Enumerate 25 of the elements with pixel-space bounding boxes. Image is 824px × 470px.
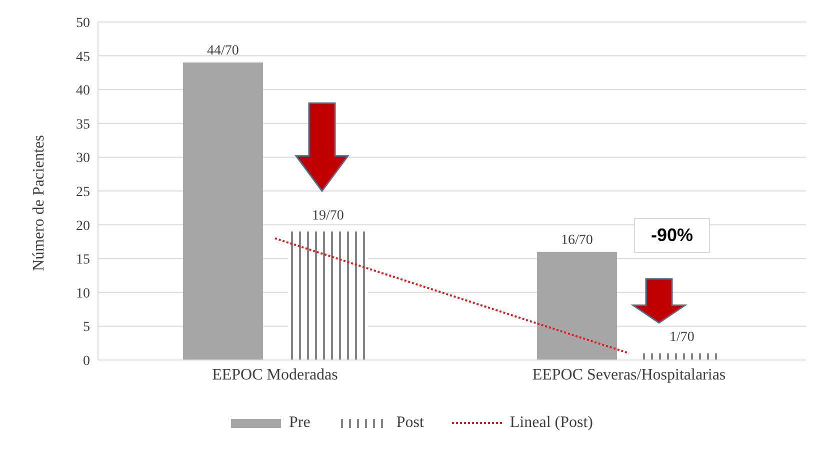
y-tick-label: 25 bbox=[76, 184, 90, 200]
y-tick-label: 10 bbox=[76, 286, 90, 302]
y-tick-label: 20 bbox=[76, 218, 90, 234]
bar bbox=[288, 232, 368, 360]
legend-label: Post bbox=[396, 414, 424, 432]
y-tick-label: 30 bbox=[76, 151, 90, 166]
data-label: 1/70 bbox=[670, 330, 694, 346]
y-tick-label: 5 bbox=[83, 320, 90, 336]
y-tick-label: 0 bbox=[83, 354, 90, 369]
y-tick-label: 15 bbox=[76, 252, 90, 268]
x-tick-label: EEPOC Moderadas bbox=[212, 366, 338, 384]
data-label: 19/70 bbox=[312, 208, 344, 224]
x-tick-label: EEPOC Severas/Hospitalarias bbox=[532, 366, 726, 384]
y-tick-label: 40 bbox=[76, 84, 90, 99]
y-tick-label: 45 bbox=[76, 50, 90, 65]
annotation: -90% bbox=[634, 218, 710, 254]
y-tick-label: 50 bbox=[76, 16, 90, 31]
legend-label: Pre bbox=[289, 414, 310, 432]
bar bbox=[183, 62, 263, 360]
y-tick-label: 35 bbox=[76, 117, 90, 132]
y-axis-title: Número de Pacientes bbox=[30, 135, 48, 271]
legend-label: Lineal (Post) bbox=[510, 414, 593, 432]
bar bbox=[537, 252, 617, 360]
data-label: 16/70 bbox=[561, 232, 593, 248]
data-label: 44/70 bbox=[207, 44, 239, 59]
